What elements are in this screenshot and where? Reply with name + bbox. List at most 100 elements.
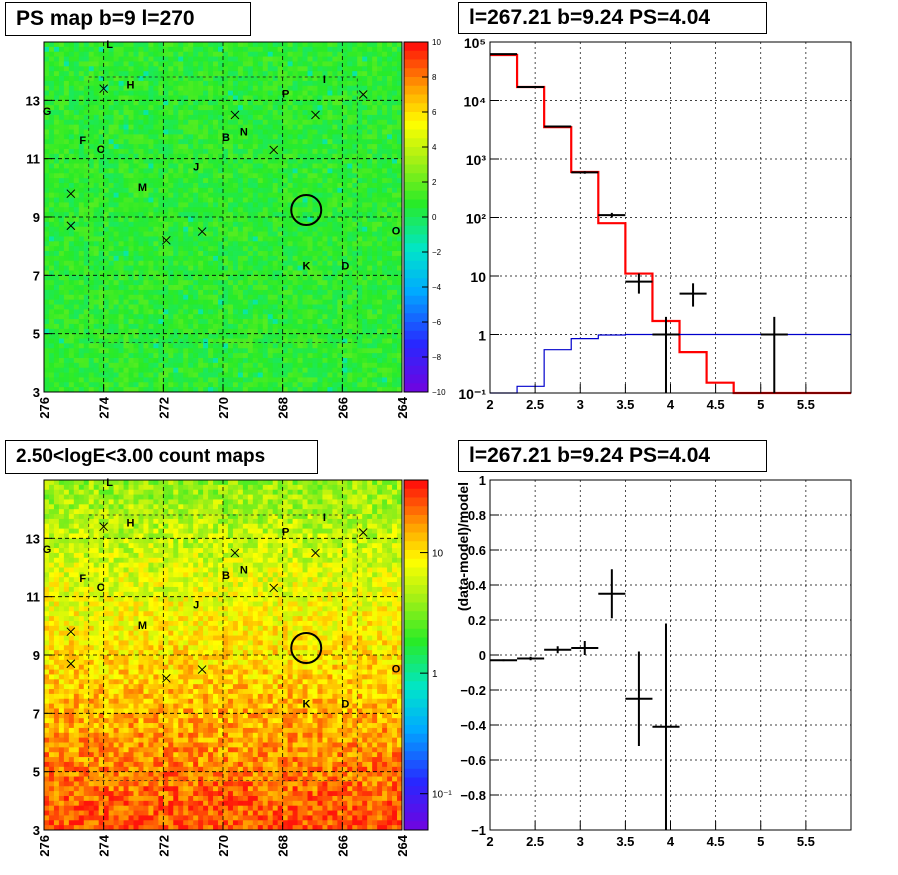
map-pixel: [218, 46, 224, 53]
map-pixel: [133, 85, 139, 92]
map-pixel: [257, 236, 264, 242]
map-pixel: [262, 61, 269, 67]
map-pixel: [213, 270, 219, 276]
map-pixel: [123, 348, 129, 354]
map-pixel: [237, 173, 244, 179]
map-pixel: [302, 153, 308, 160]
map-pixel: [73, 144, 80, 150]
map-pixel: [247, 90, 254, 96]
map-pixel: [108, 362, 115, 369]
map-pixel: [138, 212, 144, 218]
map-pixel: [267, 241, 274, 247]
map-pixel: [193, 241, 199, 247]
map-pixel: [58, 221, 65, 228]
map-pixel: [347, 90, 353, 96]
map-pixel: [128, 382, 134, 388]
map-pixel: [347, 61, 353, 67]
map-pixel: [367, 299, 373, 305]
map-pixel: [158, 61, 164, 67]
map-pixel: [367, 328, 373, 335]
map-pixel: [118, 105, 124, 111]
map-pixel: [218, 51, 224, 57]
map-pixel: [282, 319, 289, 325]
map-pixel: [203, 309, 209, 315]
map-pixel: [44, 182, 50, 189]
map-pixel: [297, 110, 303, 116]
map-pixel: [53, 61, 60, 67]
map-pixel: [133, 114, 139, 121]
map-pixel: [98, 323, 105, 330]
map-pixel: [218, 178, 224, 184]
map-pixel: [347, 158, 353, 164]
map-pixel: [312, 294, 318, 301]
map-pixel: [327, 178, 333, 184]
map-pixel: [143, 139, 149, 145]
map-pixel: [223, 212, 229, 218]
map-pixel: [292, 148, 298, 155]
map-pixel: [198, 323, 204, 330]
map-pixel: [118, 217, 124, 223]
map-pixel: [113, 309, 119, 315]
map-pixel: [317, 382, 323, 388]
map-pixel: [148, 51, 154, 57]
map-pixel: [227, 119, 234, 126]
map-pixel: [44, 377, 50, 383]
map-pixel: [188, 280, 194, 286]
map-pixel: [307, 309, 313, 315]
map-pixel: [108, 207, 115, 213]
map-pixel: [103, 129, 110, 135]
map-pixel: [108, 319, 115, 325]
map-pixel: [352, 241, 358, 247]
map-pixel: [267, 289, 274, 296]
map-pixel: [123, 353, 129, 359]
map-pixel: [347, 285, 353, 291]
map-pixel: [168, 353, 174, 359]
map-pixel: [103, 105, 110, 111]
map-pixel: [88, 153, 95, 160]
map-pixel: [267, 129, 274, 135]
map-pixel: [103, 85, 110, 92]
map-pixel: [377, 289, 383, 296]
map-pixel: [178, 202, 184, 208]
map-pixel: [138, 110, 144, 116]
map-pixel: [153, 56, 159, 62]
map-pixel: [337, 66, 343, 72]
map-pixel: [257, 299, 264, 305]
map-pixel: [382, 362, 388, 369]
map-pixel: [252, 192, 259, 198]
map-pixel: [153, 197, 159, 203]
map-pixel: [118, 343, 124, 349]
map-pixel: [342, 42, 348, 48]
map-pixel: [327, 95, 333, 101]
map-pixel: [292, 105, 298, 111]
map-pixel: [93, 348, 100, 354]
map-pixel: [327, 226, 333, 232]
map-pixel: [103, 236, 110, 242]
map-pixel: [297, 260, 303, 267]
map-pixel: [168, 212, 174, 218]
map-pixel: [232, 348, 239, 354]
map-pixel: [208, 105, 214, 111]
map-pixel: [208, 148, 214, 155]
map-pixel: [138, 207, 144, 213]
map-pixel: [208, 90, 214, 96]
map-pixel: [63, 377, 70, 383]
map-pixel: [377, 285, 383, 291]
map-pixel: [307, 95, 313, 101]
map-pixel: [58, 246, 65, 252]
map-pixel: [252, 343, 259, 349]
map-pixel: [252, 71, 259, 77]
map-pixel: [138, 80, 144, 87]
map-pixel: [262, 129, 269, 135]
map-pixel: [48, 56, 55, 62]
map-pixel: [153, 158, 159, 164]
map-pixel: [163, 265, 169, 271]
map-pixel: [232, 357, 239, 364]
map-pixel: [208, 51, 214, 57]
map-pixel: [342, 85, 348, 92]
map-pixel: [168, 285, 174, 291]
map-pixel: [163, 56, 169, 62]
map-pixel: [302, 231, 308, 237]
map-pixel: [213, 367, 219, 373]
map-pixel: [267, 100, 274, 106]
